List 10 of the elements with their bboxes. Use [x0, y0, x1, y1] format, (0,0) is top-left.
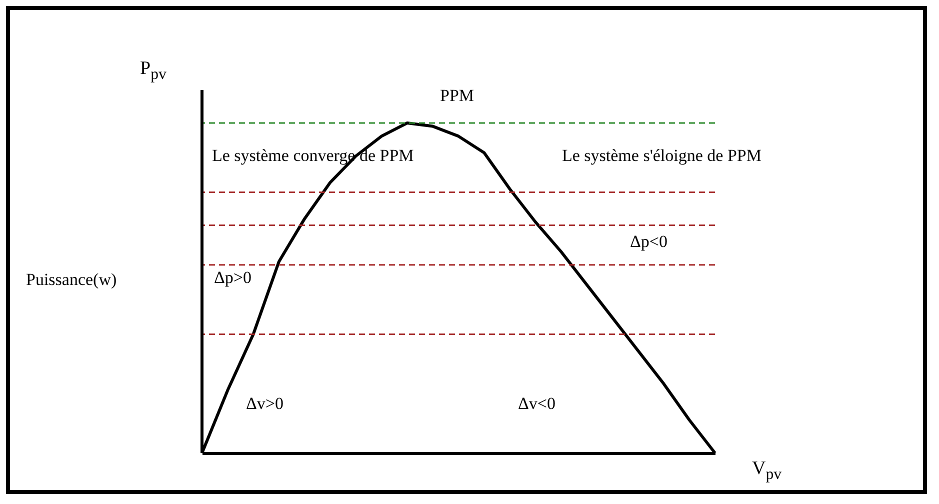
y-axis-title: P$_{pv}$ [140, 58, 166, 84]
annotation: Le système converge de PPM [212, 146, 414, 166]
annotation: Le système s'éloigne de PPM [562, 146, 762, 166]
text: Puissance(w) [26, 270, 117, 290]
x-axis-title: V$_{pv}$ [752, 458, 782, 484]
annotation: Δp>0 [214, 268, 252, 288]
annotation: Δv<0 [518, 394, 556, 414]
annotation: Δv>0 [246, 394, 284, 414]
annotation: Δp<0 [630, 232, 668, 252]
text: PPM [440, 86, 474, 106]
